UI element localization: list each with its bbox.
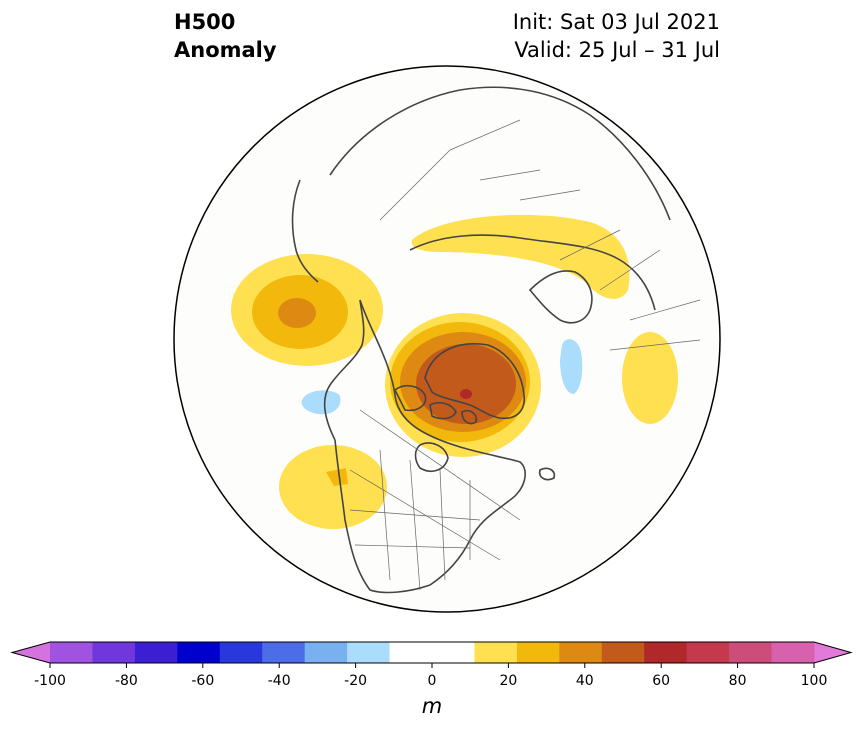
colorbar-tick-label: 0 [427,673,437,689]
colorbar-bin [50,642,93,663]
colorbar-bin [559,642,603,663]
title-left: H500 Anomaly [174,8,277,64]
anomaly-greenland-50 [416,344,516,424]
colorbar-bin [474,642,518,663]
colorbar [10,641,853,668]
colorbar-bin [92,642,136,663]
colorbar-tick-label: -80 [114,673,138,689]
colorbar-tick-label: -100 [34,673,66,689]
colorbar-tick-label: 40 [575,673,594,689]
valid-range: Valid: 25 Jul – 31 Jul [514,38,720,62]
anomaly-pacific-40 [278,298,316,328]
colorbar-bin [177,642,221,663]
colorbar-extend-max [814,642,851,663]
title-kind: Anomaly [174,38,277,62]
colorbar-bin [729,642,773,663]
colorbar-tick-label: 80 [728,673,747,689]
colorbar-bin [304,642,348,663]
colorbar-bin [771,642,815,663]
borders [349,119,701,591]
anomaly-asia-20 [622,332,678,424]
anomaly-westna-20 [279,445,387,529]
colorbar-bin [644,642,688,663]
colorbar-bin [219,642,263,663]
colorbar-bin [262,642,306,663]
title-right: Init: Sat 03 Jul 2021 Valid: 25 Jul – 31… [513,8,720,64]
colorbar-tick-label: -60 [191,673,215,689]
colorbar-bin [686,642,730,663]
init-date: Init: Sat 03 Jul 2021 [512,10,720,34]
colorbar-tick-label: -40 [267,673,291,689]
colorbar-unit-label: m [421,694,443,718]
anomaly-westna-30 [326,468,348,486]
anomaly-alaska-neg [301,390,341,415]
colorbar-tick-label: -20 [344,673,368,689]
colorbar-tick-label: 60 [652,673,671,689]
anomaly-barents-neg [560,339,583,394]
colorbar-bin [432,642,475,663]
coastlines [291,86,671,594]
colorbar-bin [134,642,178,663]
colorbar-bin [389,642,433,663]
map-boundary [173,65,721,613]
anomaly-layer [231,214,678,529]
title-variable: H500 [174,10,236,34]
colorbar-tick-label: 20 [499,673,518,689]
polar-map [173,65,721,613]
colorbar-extend-min [12,642,50,663]
colorbar-bin [347,642,391,663]
colorbar-tick-label: 100 [800,673,828,689]
anomaly-greenland-60 [460,389,472,399]
colorbar-bin [516,642,560,663]
colorbar-bin [601,642,645,663]
